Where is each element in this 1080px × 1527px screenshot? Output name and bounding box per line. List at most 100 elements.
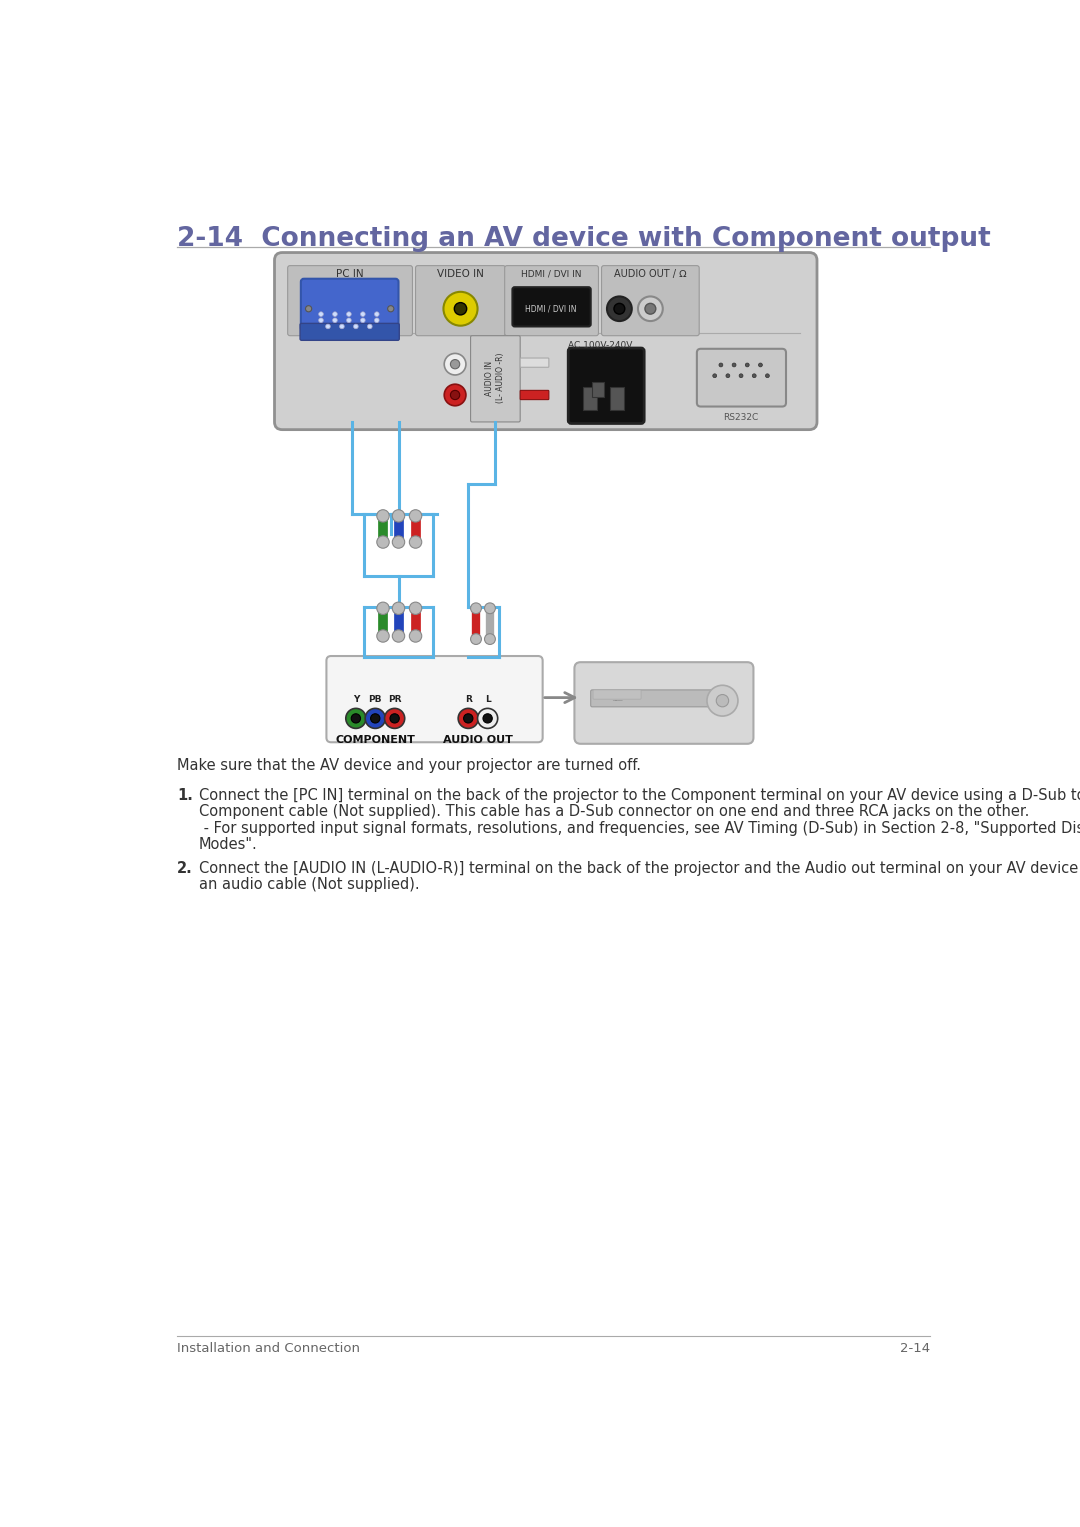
FancyBboxPatch shape [326, 657, 542, 742]
Circle shape [638, 296, 663, 321]
Circle shape [645, 304, 656, 315]
Circle shape [707, 686, 738, 716]
Circle shape [361, 312, 365, 316]
Text: RS232C: RS232C [724, 412, 758, 421]
FancyBboxPatch shape [274, 252, 816, 429]
Text: HDMI / DVI IN: HDMI / DVI IN [526, 304, 577, 313]
FancyBboxPatch shape [602, 266, 699, 336]
Circle shape [483, 713, 492, 722]
Circle shape [444, 292, 477, 325]
Text: AUDIO OUT: AUDIO OUT [444, 734, 513, 745]
Circle shape [477, 709, 498, 728]
Circle shape [613, 304, 625, 315]
Text: PR: PR [388, 695, 402, 704]
FancyBboxPatch shape [416, 266, 505, 336]
Circle shape [485, 603, 496, 614]
Bar [583, 388, 597, 411]
Text: an audio cable (Not supplied).: an audio cable (Not supplied). [199, 876, 419, 892]
Circle shape [375, 312, 379, 316]
Circle shape [388, 305, 394, 312]
Circle shape [384, 709, 405, 728]
Text: AUDIO OUT / Ω: AUDIO OUT / Ω [615, 269, 687, 279]
Circle shape [351, 713, 361, 722]
Text: R: R [464, 695, 472, 704]
Circle shape [409, 510, 422, 522]
Circle shape [339, 324, 345, 328]
Circle shape [392, 510, 405, 522]
Circle shape [392, 629, 405, 643]
FancyBboxPatch shape [521, 391, 549, 400]
Text: Installation and Connection: Installation and Connection [177, 1342, 360, 1354]
Text: COMPONENT: COMPONENT [335, 734, 415, 745]
FancyBboxPatch shape [697, 348, 786, 406]
Circle shape [444, 385, 465, 406]
Circle shape [392, 536, 405, 548]
Circle shape [306, 305, 312, 312]
Circle shape [745, 363, 750, 366]
Circle shape [409, 629, 422, 643]
Circle shape [726, 374, 730, 377]
Circle shape [409, 602, 422, 614]
Text: Y: Y [353, 695, 359, 704]
Circle shape [766, 374, 769, 377]
Circle shape [390, 713, 400, 722]
Text: AC 100V-240V: AC 100V-240V [568, 341, 632, 350]
Text: ___: ___ [611, 695, 622, 701]
Circle shape [319, 312, 323, 316]
FancyBboxPatch shape [471, 336, 521, 421]
Text: HDMI / DVI IN: HDMI / DVI IN [521, 269, 581, 278]
Circle shape [458, 709, 478, 728]
Circle shape [455, 302, 467, 315]
Text: Make sure that the AV device and your projector are turned off.: Make sure that the AV device and your pr… [177, 759, 640, 774]
Circle shape [370, 713, 380, 722]
Circle shape [739, 374, 743, 377]
Circle shape [713, 374, 717, 377]
Text: L: L [485, 695, 490, 704]
Text: 2.: 2. [177, 861, 192, 876]
Text: VIDEO IN: VIDEO IN [437, 269, 484, 279]
Circle shape [361, 318, 365, 322]
FancyBboxPatch shape [593, 690, 642, 699]
Circle shape [333, 318, 337, 322]
Circle shape [607, 296, 632, 321]
Circle shape [365, 709, 386, 728]
Text: PB: PB [368, 695, 382, 704]
Text: Modes".: Modes". [199, 837, 257, 852]
FancyBboxPatch shape [512, 287, 591, 327]
Text: Connect the [PC IN] terminal on the back of the projector to the Component termi: Connect the [PC IN] terminal on the back… [199, 788, 1080, 803]
FancyBboxPatch shape [591, 690, 726, 707]
Text: 2-14: 2-14 [900, 1342, 930, 1354]
Text: Connect the [AUDIO IN (L-AUDIO-R)] terminal on the back of the projector and the: Connect the [AUDIO IN (L-AUDIO-R)] termi… [199, 861, 1080, 876]
Circle shape [471, 603, 482, 614]
Circle shape [346, 709, 366, 728]
Circle shape [319, 318, 323, 322]
Text: 2-14  Connecting an AV device with Component output: 2-14 Connecting an AV device with Compon… [177, 226, 990, 252]
Text: PC IN: PC IN [336, 269, 364, 279]
Circle shape [753, 374, 756, 377]
Circle shape [377, 602, 389, 614]
FancyBboxPatch shape [300, 324, 400, 341]
Circle shape [353, 324, 359, 328]
FancyBboxPatch shape [301, 279, 399, 331]
Circle shape [732, 363, 735, 366]
Bar [592, 382, 604, 397]
Circle shape [485, 634, 496, 644]
Text: 1.: 1. [177, 788, 192, 803]
Circle shape [450, 359, 460, 370]
Text: Component cable (Not supplied). This cable has a D-Sub connector on one end and : Component cable (Not supplied). This cab… [199, 803, 1029, 818]
FancyBboxPatch shape [568, 348, 644, 423]
Text: AUDIO IN
(L- AUDIO -R): AUDIO IN (L- AUDIO -R) [485, 353, 505, 403]
Circle shape [347, 312, 351, 316]
Circle shape [758, 363, 762, 366]
Text: - For supported input signal formats, resolutions, and frequencies, see AV Timin: - For supported input signal formats, re… [199, 822, 1080, 837]
Circle shape [377, 510, 389, 522]
Circle shape [463, 713, 473, 722]
Circle shape [333, 312, 337, 316]
Circle shape [450, 391, 460, 400]
Circle shape [367, 324, 373, 328]
Circle shape [326, 324, 330, 328]
FancyBboxPatch shape [287, 266, 413, 336]
Circle shape [716, 695, 729, 707]
FancyBboxPatch shape [575, 663, 754, 744]
Circle shape [444, 353, 465, 376]
